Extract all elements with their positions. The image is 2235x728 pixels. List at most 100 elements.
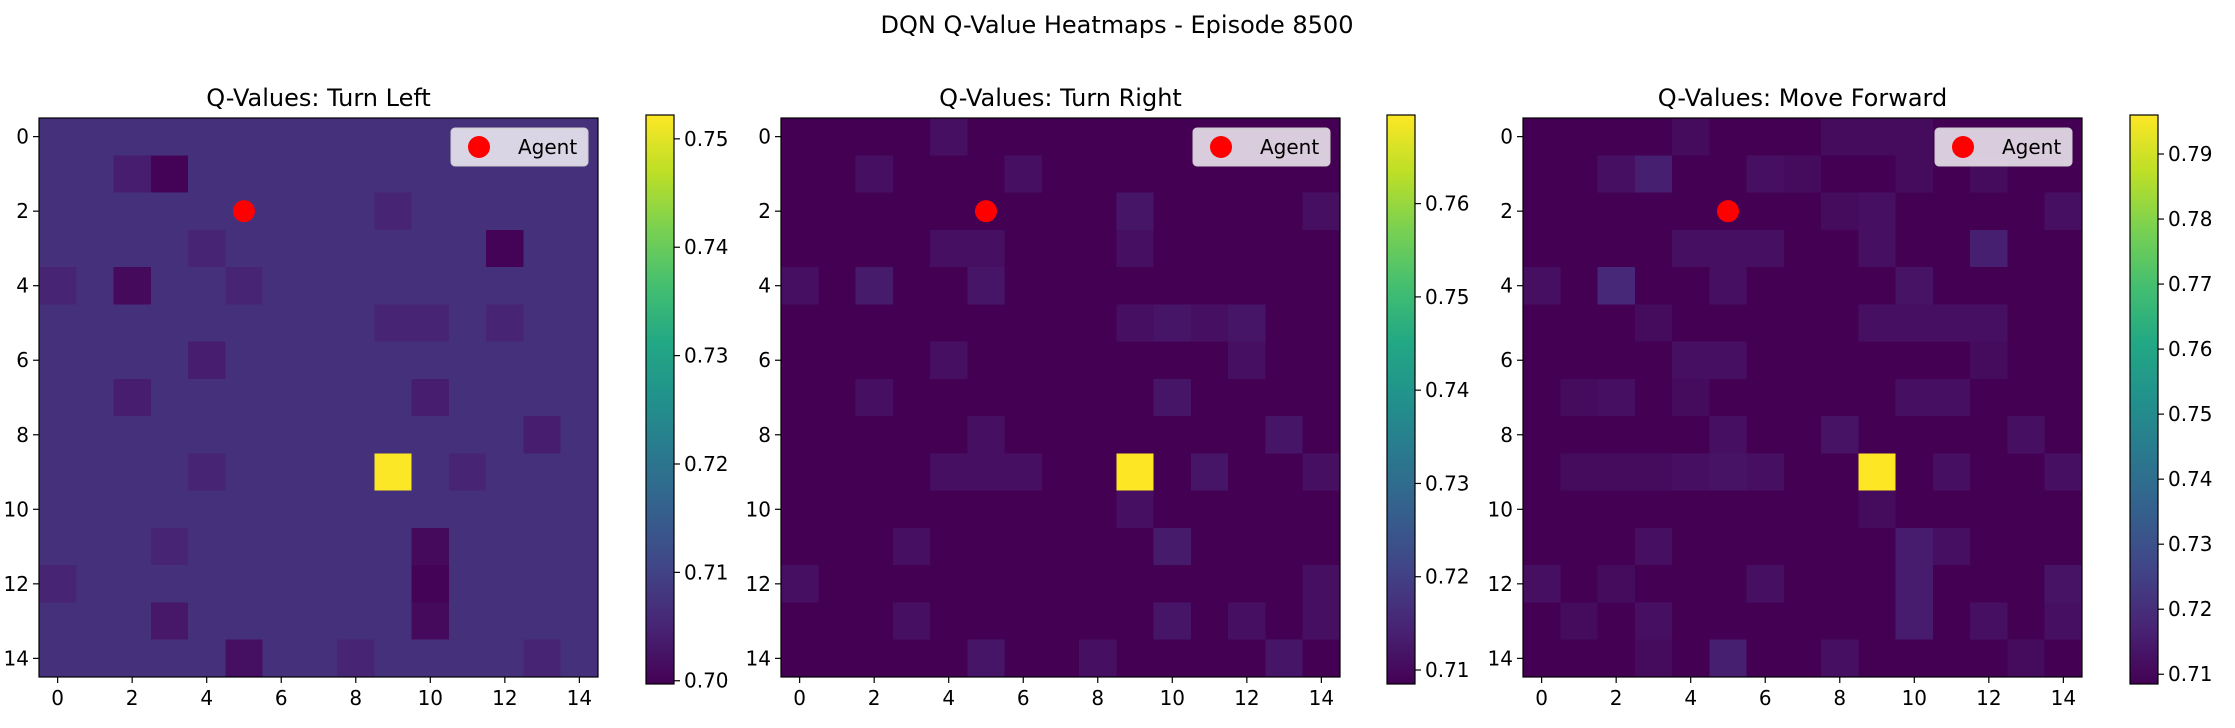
y-tick-label: 14 bbox=[746, 646, 771, 670]
heatmap-cell bbox=[892, 602, 931, 641]
heatmap-cell bbox=[1041, 229, 1080, 268]
heatmap-cell bbox=[225, 304, 264, 343]
heatmap-cell bbox=[411, 378, 450, 417]
heatmap-cell bbox=[967, 229, 1006, 268]
heatmap-cell bbox=[1228, 192, 1267, 231]
x-tick-label: 0 bbox=[793, 686, 806, 710]
heatmap-cell bbox=[892, 192, 931, 231]
heatmap-cell bbox=[1932, 602, 1971, 641]
heatmap-cell bbox=[113, 341, 152, 380]
colorbar-tick-label: 0.70 bbox=[684, 669, 729, 693]
heatmap-cell bbox=[448, 416, 487, 454]
heatmap-cell bbox=[76, 118, 115, 156]
heatmap-cell bbox=[1004, 267, 1043, 305]
heatmap-cell bbox=[411, 416, 450, 454]
heatmap-cell bbox=[299, 453, 338, 492]
heatmap-cell bbox=[2007, 527, 2046, 566]
heatmap-cell bbox=[39, 565, 77, 604]
heatmap-cell bbox=[448, 192, 487, 231]
heatmap-cell bbox=[1190, 639, 1229, 678]
y-tick-label: 12 bbox=[4, 572, 29, 596]
heatmap-cell bbox=[1265, 602, 1304, 641]
heatmap-cell bbox=[818, 416, 857, 454]
heatmap-cell bbox=[411, 453, 450, 492]
heatmap-cell bbox=[150, 378, 189, 417]
heatmap-cell bbox=[1709, 453, 1748, 492]
heatmap-cell bbox=[113, 267, 152, 305]
heatmap-cell bbox=[1932, 229, 1971, 268]
heatmap-cell bbox=[1079, 341, 1117, 380]
y-tick-label: 6 bbox=[16, 348, 29, 372]
heatmap-cell bbox=[1858, 155, 1897, 194]
heatmap-cell bbox=[1190, 416, 1229, 454]
y-tick-label: 4 bbox=[758, 274, 771, 298]
heatmap-cell bbox=[1858, 229, 1897, 268]
heatmap-cell bbox=[337, 490, 375, 529]
heatmap-cell bbox=[1932, 565, 1971, 604]
heatmap-cell bbox=[188, 229, 226, 268]
panel-title: Q-Values: Turn Right bbox=[939, 84, 1182, 112]
heatmap-cell bbox=[113, 192, 152, 231]
heatmap-cell bbox=[1041, 639, 1080, 678]
heatmap-cell bbox=[337, 229, 375, 268]
heatmap-cell bbox=[1265, 565, 1304, 604]
heatmap-cell bbox=[855, 565, 894, 604]
heatmap-cell bbox=[1709, 490, 1748, 529]
heatmap-cell bbox=[1153, 155, 1192, 194]
heatmap-cell bbox=[1709, 565, 1748, 604]
heatmap-cell bbox=[930, 341, 968, 380]
heatmap-cell bbox=[188, 602, 226, 641]
heatmap-cell bbox=[818, 602, 857, 641]
heatmap-cell bbox=[299, 378, 338, 417]
heatmap-cell bbox=[818, 267, 857, 305]
heatmap-cell bbox=[1153, 267, 1192, 305]
heatmap-cell bbox=[1523, 229, 1561, 268]
heatmap-cell bbox=[1634, 155, 1673, 194]
heatmap-cell bbox=[262, 341, 301, 380]
heatmap-cell bbox=[1746, 192, 1785, 231]
heatmap-cell bbox=[560, 267, 599, 305]
heatmap-cell bbox=[1265, 267, 1304, 305]
heatmap-panel-2: Q-Values: Turn Right 0 2 4 6 8 10 12 14 0 2 4 6 8 10 12… bbox=[746, 84, 1470, 710]
heatmap-cell bbox=[855, 416, 894, 454]
heatmap-cell bbox=[150, 267, 189, 305]
heatmap-cell bbox=[448, 602, 487, 641]
heatmap-cell bbox=[113, 416, 152, 454]
heatmap-cell bbox=[1634, 490, 1673, 529]
heatmap-cell bbox=[113, 639, 152, 678]
heatmap-panel-1: Q-Values: Turn Left 0 2 4 6 8 10 12 14 0 2 4 6 8 10 12 1… bbox=[4, 84, 729, 710]
colorbar-tick-label: 0.74 bbox=[2168, 467, 2213, 491]
heatmap-cell bbox=[1190, 602, 1229, 641]
heatmap-cell bbox=[2007, 304, 2046, 343]
heatmap-cell bbox=[930, 229, 968, 268]
heatmap-cell bbox=[188, 639, 226, 678]
heatmap-cell bbox=[1672, 453, 1710, 492]
heatmap-cell bbox=[1634, 118, 1673, 156]
y-tick-label: 4 bbox=[1500, 274, 1513, 298]
colorbar-tick-label: 0.72 bbox=[1425, 565, 1470, 589]
heatmap-cell bbox=[1858, 527, 1897, 566]
heatmap-cell bbox=[855, 304, 894, 343]
heatmap-cell bbox=[299, 416, 338, 454]
heatmap-cell bbox=[1560, 118, 1599, 156]
x-tick-label: 8 bbox=[1091, 686, 1104, 710]
heatmap-cell bbox=[1116, 416, 1155, 454]
heatmap-cell bbox=[1004, 416, 1043, 454]
heatmap-cell bbox=[818, 527, 857, 566]
heatmap-cell bbox=[1634, 378, 1673, 417]
heatmap-cell bbox=[448, 490, 487, 529]
heatmap-cell bbox=[1116, 192, 1155, 231]
heatmap-cell bbox=[1523, 490, 1561, 529]
heatmap-cell bbox=[523, 341, 562, 380]
heatmap-cell bbox=[560, 304, 599, 343]
heatmap-cell bbox=[1153, 490, 1192, 529]
heatmap-cell bbox=[1932, 490, 1971, 529]
heatmap-cell bbox=[930, 378, 968, 417]
heatmap-cell bbox=[374, 192, 413, 231]
heatmap-cell bbox=[2044, 267, 2083, 305]
heatmap-cell bbox=[448, 267, 487, 305]
heatmap-cell bbox=[1079, 602, 1117, 641]
heatmap-cell bbox=[523, 453, 562, 492]
heatmap-cell bbox=[76, 602, 115, 641]
heatmap-cell bbox=[1190, 267, 1229, 305]
